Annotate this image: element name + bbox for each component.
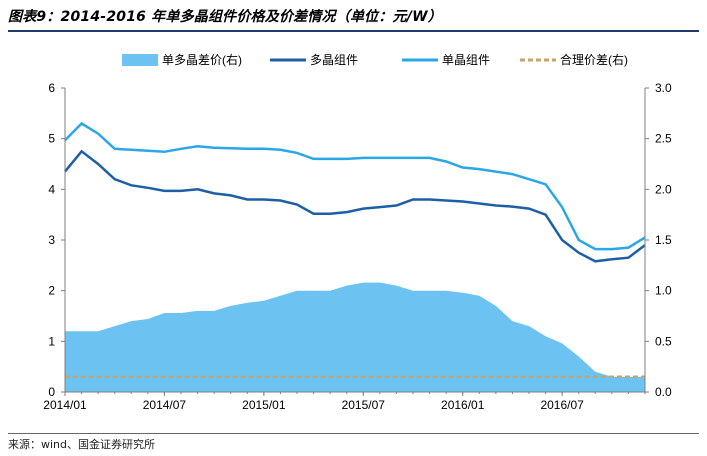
left-tick-label: 4 (48, 182, 55, 196)
left-tick-label: 1 (48, 334, 55, 348)
x-tick-label: 2016/01 (441, 398, 485, 412)
x-tick-label: 2015/01 (242, 398, 286, 412)
left-tick-label: 3 (48, 233, 55, 247)
x-tick-label: 2015/07 (342, 398, 386, 412)
legend-label: 合理价差(右) (560, 52, 628, 67)
right-tick-label: 2.0 (655, 182, 672, 196)
x-tick-label: 2016/07 (540, 398, 584, 412)
left-tick-label: 5 (48, 132, 55, 146)
left-tick-label: 6 (48, 81, 55, 95)
series-line-mono (64, 121, 646, 251)
legend-label: 单晶组件 (442, 53, 490, 67)
series-area-price-spread (65, 282, 645, 392)
right-tick-label: 0.5 (655, 334, 672, 348)
x-tick-label: 2014/07 (143, 398, 187, 412)
source-note: 来源：wind、国金证券研究所 (8, 438, 156, 451)
x-tick-label: 2014/01 (43, 398, 87, 412)
legend-label: 单多晶差价(右) (162, 52, 242, 67)
right-tick-label: 2.5 (655, 132, 672, 146)
right-tick-label: 3.0 (655, 81, 672, 95)
legend-label: 多晶组件 (310, 53, 358, 67)
right-tick-label: 1.0 (655, 284, 672, 298)
legend-swatch-area (122, 54, 158, 66)
chart-canvas: 0 1 2 3 4 5 6 0.0 0.5 1.0 1.5 2.0 2.5 3.0 2014/01 2014/… (43, 52, 672, 412)
series-line-multi (64, 149, 646, 263)
right-tick-label: 1.5 (655, 233, 672, 247)
footer-divider (8, 433, 699, 434)
left-tick-label: 2 (48, 284, 55, 298)
title-divider (8, 30, 699, 32)
right-tick-label: 0.0 (655, 385, 672, 399)
chart-title: 图表9：2014-2016 年单多晶组件价格及价差情况（单位：元/W） (8, 9, 442, 25)
left-tick-label: 0 (48, 385, 55, 399)
